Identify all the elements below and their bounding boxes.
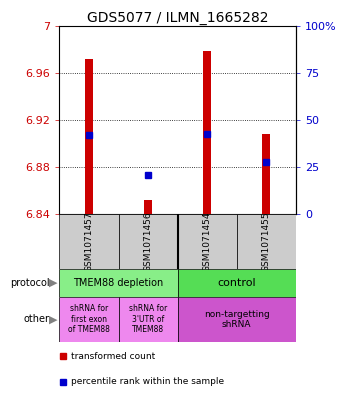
Text: GSM1071456: GSM1071456 (143, 211, 153, 272)
Text: GSM1071455: GSM1071455 (262, 211, 271, 272)
Text: GSM1071454: GSM1071454 (203, 211, 212, 272)
Bar (177, 297, 296, 342)
Bar (177, 269, 296, 297)
Text: ▶: ▶ (49, 314, 58, 324)
Bar (203, 51, 211, 214)
Text: other: other (23, 314, 49, 324)
Bar (119, 297, 177, 342)
Bar (59, 214, 119, 269)
Text: ▶: ▶ (49, 278, 58, 288)
Bar (262, 134, 270, 214)
Text: shRNA for
3'UTR of
TMEM88: shRNA for 3'UTR of TMEM88 (129, 305, 167, 334)
Text: control: control (217, 278, 256, 288)
Text: transformed count: transformed count (71, 352, 156, 361)
Bar (59, 269, 177, 297)
Bar (177, 214, 237, 269)
Bar (144, 200, 152, 214)
Bar (119, 214, 177, 269)
Bar (85, 59, 93, 214)
Text: non-targetting
shRNA: non-targetting shRNA (204, 310, 270, 329)
Text: protocol: protocol (10, 278, 49, 288)
Text: TMEM88 depletion: TMEM88 depletion (73, 278, 164, 288)
Text: percentile rank within the sample: percentile rank within the sample (71, 377, 224, 386)
Text: GSM1071457: GSM1071457 (85, 211, 94, 272)
Bar (59, 297, 119, 342)
Title: GDS5077 / ILMN_1665282: GDS5077 / ILMN_1665282 (87, 11, 268, 24)
Bar (237, 214, 296, 269)
Text: shRNA for
first exon
of TMEM88: shRNA for first exon of TMEM88 (68, 305, 110, 334)
